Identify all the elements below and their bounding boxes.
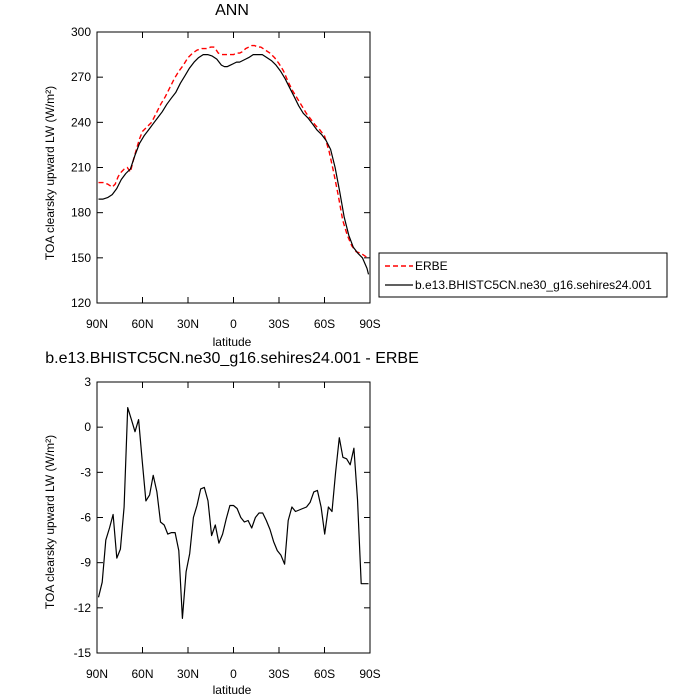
top-y-ticks: 120 150 180 210 240 270 300: [71, 25, 370, 310]
top-y-tick-label: 120: [71, 296, 91, 310]
bottom-x-tick-label: 0: [230, 667, 237, 681]
bottom-chart-title: b.e13.BHISTC5CN.ne30_g16.sehires24.001 -…: [45, 350, 419, 367]
top-x-tick-label: 90N: [86, 317, 108, 331]
bottom-series-lines: [97, 407, 369, 619]
top-series-lines: [98, 44, 370, 275]
top-panel: ANN 120 150 180 210 240 270 300 90N 60N 30N 0 30S 6…: [43, 2, 668, 349]
bottom-y-tick-label: -9: [80, 556, 91, 570]
bottom-y-tick-label: -15: [74, 646, 92, 660]
bottom-x-tick-label: 90S: [359, 667, 380, 681]
top-x-tick-label: 0: [230, 317, 237, 331]
top-y-tick-label: 210: [71, 161, 91, 175]
bottom-y-tick-label: 0: [84, 420, 91, 434]
top-y-tick-label: 240: [71, 115, 91, 129]
bottom-y-axis-label: TOA clearsky upward LW (W/m²): [43, 435, 57, 609]
bottom-y-tick-label: -3: [80, 465, 91, 479]
top-y-axis-label: TOA clearsky upward LW (W/m²): [43, 86, 57, 260]
top-x-tick-label: 30N: [177, 317, 199, 331]
bottom-y-ticks: -15 -12 -9 -6 -3 0 3: [74, 375, 370, 660]
top-series-line-0: [98, 44, 369, 260]
top-y-tick-label: 300: [71, 25, 91, 39]
top-y-tick-label: 150: [71, 251, 91, 265]
bottom-y-tick-label: -12: [74, 601, 92, 615]
bottom-x-tick-label: 60S: [314, 667, 335, 681]
top-y-tick-label: 180: [71, 206, 91, 220]
top-chart-title: ANN: [215, 2, 249, 19]
legend-label-model: b.e13.BHISTC5CN.ne30_g16.sehires24.001: [415, 278, 652, 292]
top-x-tick-label: 90S: [359, 317, 380, 331]
top-x-ticks: 90N 60N 30N 0 30S 60S 90S: [86, 32, 381, 331]
legend: ERBE b.e13.BHISTC5CN.ne30_g16.sehires24.…: [378, 252, 668, 298]
bottom-x-tick-label: 30N: [177, 667, 199, 681]
bottom-y-tick-label: 3: [84, 375, 91, 389]
top-series-line-1: [98, 54, 370, 275]
bottom-x-axis-label: latitude: [213, 683, 252, 697]
bottom-panel: b.e13.BHISTC5CN.ne30_g16.sehires24.001 -…: [43, 350, 419, 697]
top-x-axis-label: latitude: [213, 335, 252, 349]
top-x-tick-label: 60N: [131, 317, 153, 331]
top-x-tick-label: 30S: [268, 317, 289, 331]
bottom-x-tick-label: 60N: [131, 667, 153, 681]
top-x-tick-label: 60S: [314, 317, 335, 331]
bottom-x-tick-label: 30S: [268, 667, 289, 681]
bottom-y-tick-label: -6: [80, 511, 91, 525]
bottom-x-ticks: 90N 60N 30N 0 30S 60S 90S: [86, 382, 381, 681]
bottom-x-tick-label: 90N: [86, 667, 108, 681]
legend-label-erbe: ERBE: [415, 259, 448, 273]
top-y-tick-label: 270: [71, 70, 91, 84]
top-plot-frame: [96, 31, 371, 304]
bottom-series-line-0: [97, 407, 369, 619]
legend-box: [378, 252, 668, 298]
